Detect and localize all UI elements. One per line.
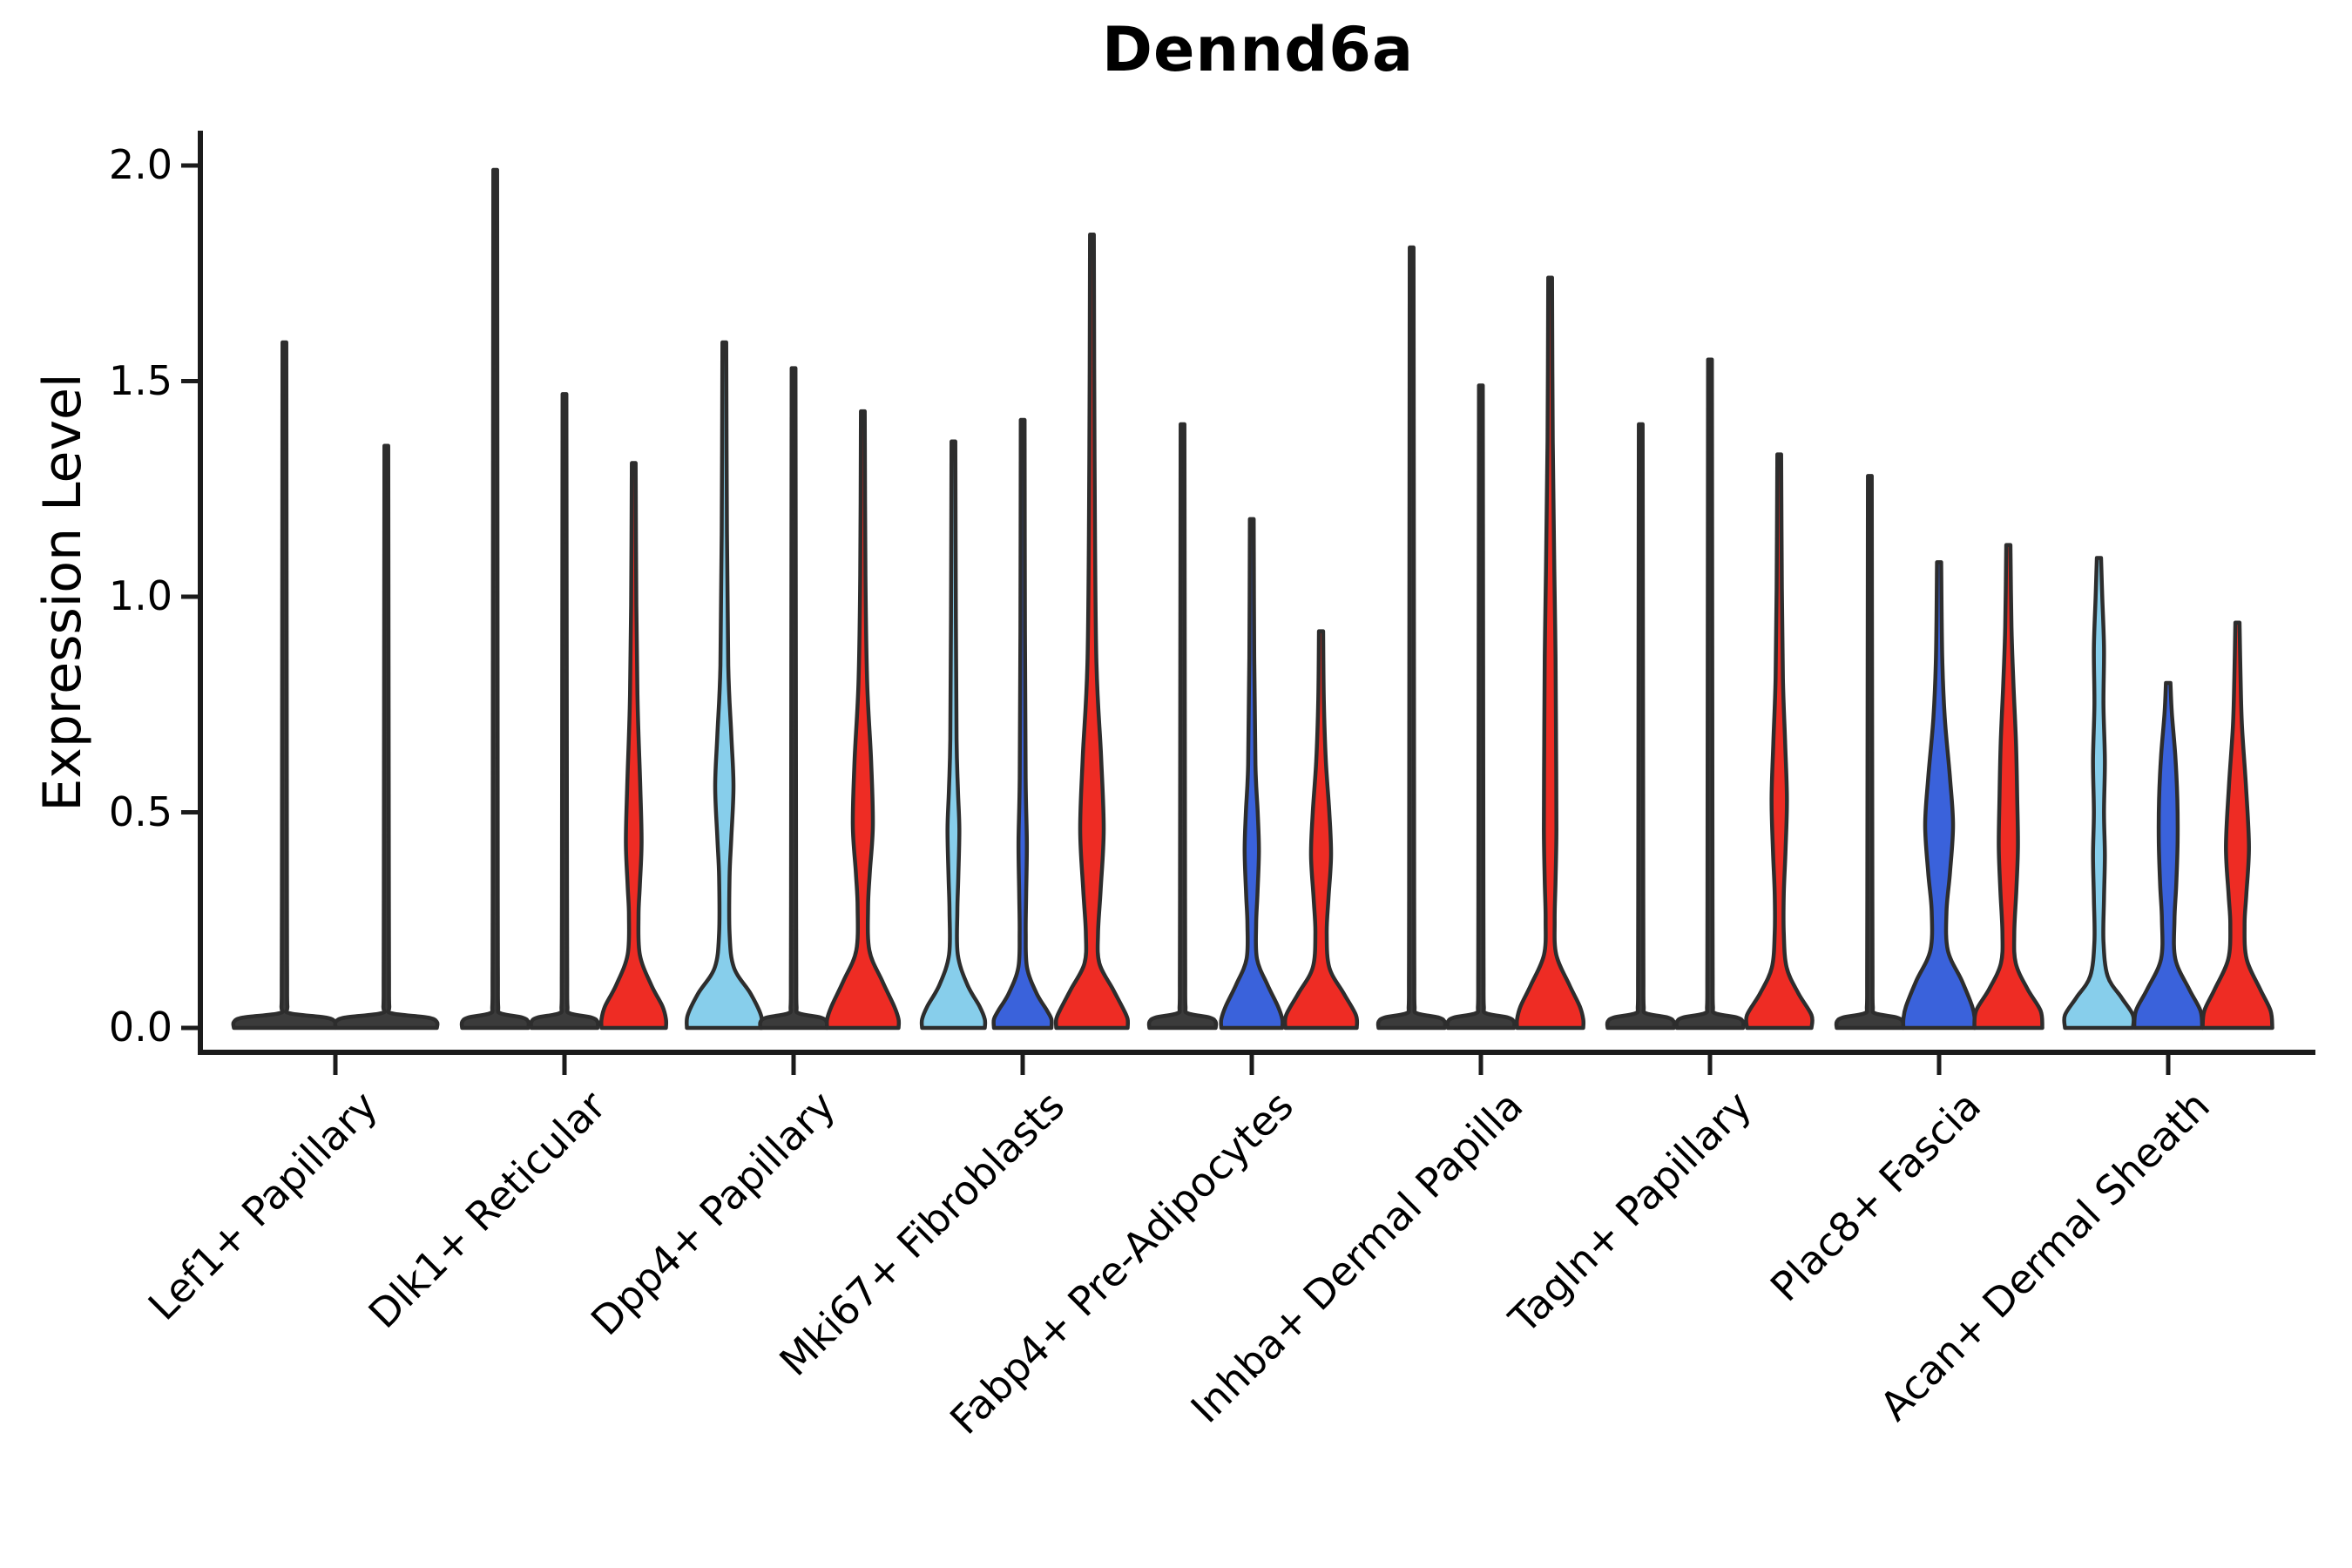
violin-6-0 (1605, 422, 1677, 1031)
y-tick-label: 0.5 (108, 787, 172, 835)
violin-1-0 (459, 167, 531, 1031)
violin-2-0 (685, 340, 764, 1031)
violin-6-1 (1674, 357, 1746, 1031)
violin-4-0 (1146, 422, 1219, 1031)
violin-4-2 (1282, 629, 1360, 1031)
violin-3-2 (1053, 232, 1131, 1031)
violin-5-0 (1375, 245, 1448, 1031)
violin-3-1 (991, 417, 1054, 1031)
y-tick-label: 1.0 (108, 571, 172, 619)
violin-5-2 (1514, 275, 1586, 1031)
violin-7-0 (1834, 474, 1906, 1031)
violin-1-2 (598, 461, 669, 1031)
violin-8-1 (2132, 680, 2205, 1031)
violin-2-1 (758, 366, 829, 1031)
y-tick-label: 0.0 (108, 1003, 172, 1051)
violin-5-1 (1445, 383, 1517, 1031)
violin-7-2 (1972, 543, 2044, 1031)
violin-6-2 (1744, 452, 1815, 1031)
violin-1-1 (529, 392, 600, 1031)
violin-2-2 (824, 409, 902, 1031)
chart-title: Dennd6a (1101, 14, 1415, 85)
violin-7-1 (1901, 560, 1977, 1031)
violin-8-0 (2062, 556, 2136, 1031)
violin-8-2 (2200, 620, 2274, 1031)
violin-3-0 (919, 439, 988, 1031)
y-tick-label: 1.5 (108, 356, 172, 404)
violin-4-1 (1219, 517, 1285, 1031)
violin-0-0 (231, 340, 338, 1031)
violin-0-1 (333, 443, 440, 1031)
y-tick-label: 2.0 (108, 140, 172, 188)
